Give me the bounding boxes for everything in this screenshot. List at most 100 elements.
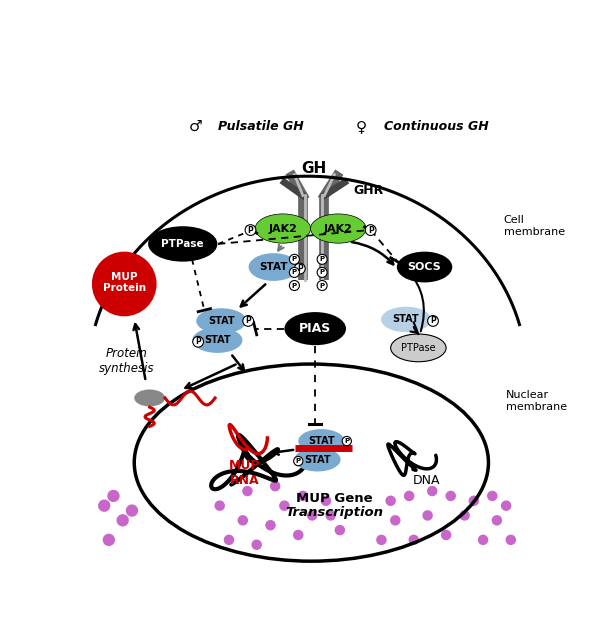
Ellipse shape: [298, 429, 344, 453]
Circle shape: [441, 530, 451, 540]
Text: MUP
RNA: MUP RNA: [229, 458, 260, 487]
Text: P: P: [292, 283, 297, 288]
Text: STAT: STAT: [259, 262, 288, 272]
Circle shape: [298, 491, 308, 501]
Ellipse shape: [284, 312, 346, 345]
Circle shape: [404, 491, 415, 501]
Circle shape: [265, 520, 276, 531]
Text: MUP
Protein: MUP Protein: [103, 271, 146, 294]
Circle shape: [317, 254, 327, 264]
Ellipse shape: [134, 389, 165, 406]
Ellipse shape: [196, 308, 246, 333]
Text: DNA: DNA: [413, 474, 440, 487]
Circle shape: [342, 436, 352, 446]
Text: STAT: STAT: [304, 455, 331, 465]
Text: P: P: [292, 256, 297, 262]
Circle shape: [335, 525, 345, 535]
Text: P: P: [320, 256, 325, 262]
Circle shape: [307, 510, 317, 521]
Text: SOCS: SOCS: [407, 262, 442, 272]
Circle shape: [245, 224, 256, 235]
Text: P: P: [195, 337, 201, 346]
Text: P: P: [430, 316, 436, 325]
Circle shape: [98, 500, 110, 512]
Circle shape: [242, 486, 253, 496]
Circle shape: [409, 534, 419, 545]
Text: P: P: [292, 269, 297, 275]
Text: Nuclear
membrane: Nuclear membrane: [506, 390, 567, 412]
Circle shape: [376, 534, 386, 545]
Circle shape: [214, 500, 225, 511]
Text: STAT: STAT: [208, 316, 235, 326]
Circle shape: [243, 316, 254, 327]
Circle shape: [385, 496, 396, 506]
Text: PTPase: PTPase: [161, 239, 204, 249]
Circle shape: [270, 481, 280, 491]
Ellipse shape: [311, 214, 366, 243]
Ellipse shape: [295, 448, 341, 472]
Circle shape: [506, 534, 516, 545]
Ellipse shape: [193, 328, 242, 353]
Circle shape: [317, 268, 327, 278]
Text: P: P: [245, 316, 251, 325]
Circle shape: [289, 268, 299, 278]
Circle shape: [317, 280, 327, 290]
Circle shape: [365, 224, 376, 235]
Circle shape: [224, 534, 234, 545]
Circle shape: [321, 496, 331, 506]
Text: ♂: ♂: [189, 119, 203, 134]
Circle shape: [469, 496, 479, 506]
Circle shape: [390, 515, 401, 526]
Circle shape: [293, 530, 304, 540]
Text: GH: GH: [301, 161, 326, 176]
Text: P: P: [344, 438, 349, 444]
Circle shape: [325, 510, 336, 521]
Text: P: P: [368, 226, 374, 235]
Circle shape: [427, 486, 437, 496]
Circle shape: [289, 254, 299, 264]
Circle shape: [238, 515, 248, 526]
Circle shape: [478, 534, 488, 545]
Circle shape: [193, 337, 203, 347]
Text: Cell
membrane: Cell membrane: [504, 216, 565, 237]
Text: P: P: [248, 226, 253, 235]
Circle shape: [251, 540, 262, 550]
Text: Pulsatile GH: Pulsatile GH: [218, 120, 304, 133]
Circle shape: [501, 500, 511, 511]
Text: Protein
synthesis: Protein synthesis: [99, 347, 154, 375]
Circle shape: [422, 510, 433, 521]
Circle shape: [126, 505, 138, 517]
Circle shape: [279, 500, 290, 511]
Ellipse shape: [391, 334, 446, 362]
Text: STAT: STAT: [308, 436, 335, 446]
Circle shape: [487, 491, 497, 501]
Circle shape: [293, 456, 303, 466]
Text: ♀: ♀: [356, 119, 367, 134]
Ellipse shape: [381, 307, 431, 332]
Text: Continuous GH: Continuous GH: [385, 120, 489, 133]
Circle shape: [491, 515, 502, 526]
Text: STAT: STAT: [204, 335, 231, 345]
Text: P: P: [320, 269, 325, 275]
Ellipse shape: [248, 253, 299, 281]
Ellipse shape: [255, 214, 311, 243]
Text: P: P: [297, 264, 302, 273]
Circle shape: [289, 280, 299, 290]
Text: GHR: GHR: [354, 183, 384, 197]
Text: JAK2: JAK2: [268, 224, 297, 233]
Text: MUP Gene: MUP Gene: [296, 491, 373, 505]
Circle shape: [116, 514, 129, 526]
Circle shape: [460, 510, 470, 521]
Circle shape: [107, 489, 119, 502]
Ellipse shape: [148, 226, 217, 262]
Text: PIAS: PIAS: [299, 322, 331, 335]
Text: P: P: [296, 458, 301, 464]
Circle shape: [295, 263, 305, 274]
Circle shape: [428, 316, 439, 327]
Text: Transcription: Transcription: [286, 506, 383, 519]
Ellipse shape: [397, 252, 452, 282]
Circle shape: [445, 491, 456, 501]
Text: PTPase: PTPase: [401, 343, 436, 353]
Text: P: P: [320, 283, 325, 288]
Text: STAT: STAT: [393, 314, 419, 325]
